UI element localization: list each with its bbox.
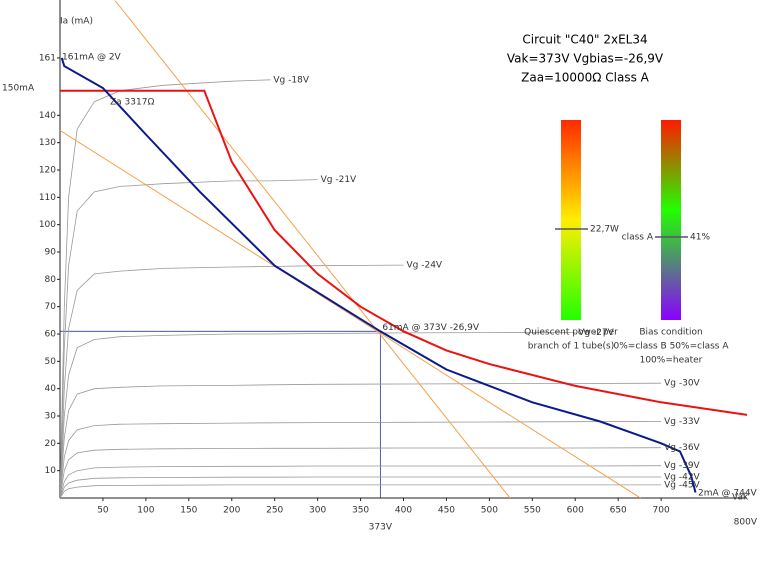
y-tick-label: 10 [45, 466, 57, 476]
bias-caption: Bias condition [639, 328, 702, 338]
x-tick-label: 350 [352, 506, 369, 516]
x-tick-label: 150 [180, 506, 197, 516]
info-line: Zaa=10000Ω Class A [521, 71, 650, 85]
annotation: 150mA [2, 84, 35, 94]
x-tick-label: 700 [653, 506, 670, 516]
bias-state: class A [622, 233, 654, 243]
series-line [60, 465, 662, 498]
series-line [60, 57, 697, 493]
series-line [60, 179, 318, 498]
series-line [60, 476, 662, 498]
curve-label: Vg -33V [664, 417, 700, 427]
series-line [60, 484, 662, 498]
operating-label: 61mA @ 373V -26,9V [382, 323, 480, 333]
y-tick-label: 70 [45, 302, 57, 312]
bias-caption: 100%=heater [640, 356, 703, 366]
power-reading: 22,7W [590, 225, 619, 235]
curve-label: Vg -30V [664, 379, 700, 389]
y-tick-label: 110 [39, 193, 56, 203]
info-line: Circuit "C40" 2xEL34 [522, 33, 647, 47]
series-line [114, 0, 511, 498]
plot-area [60, 0, 748, 498]
series-line [60, 89, 748, 416]
x-tick-label: 250 [266, 506, 283, 516]
series-line [60, 421, 662, 498]
y-tick-label: 60 [45, 330, 57, 340]
y-tick-label: 20 [45, 439, 57, 449]
y-tick-label: 40 [45, 384, 57, 394]
x-axis-label: Vak [732, 493, 749, 503]
annotation: 2mA @ 744V [698, 489, 758, 499]
series-line [60, 332, 576, 498]
y-tick-label: 50 [45, 357, 57, 367]
curve-label: Vg -42V [664, 472, 700, 482]
series-line [60, 264, 404, 498]
power-caption: branch of 1 tube(s) [528, 342, 614, 352]
info-line: Vak=373V Vgbias=-26,9V [507, 52, 664, 66]
y-tick-label: 140 [39, 111, 56, 121]
x-tick-label: 200 [223, 506, 240, 516]
series-line [60, 129, 641, 498]
curve-label: Vg -39V [664, 461, 700, 471]
x-tick-label: 400 [395, 506, 412, 516]
x-tick-label: 50 [97, 506, 109, 516]
y-tick-label: 30 [45, 412, 57, 422]
bias-reading: 41% [690, 233, 710, 243]
curve-label: Vg -18V [273, 75, 309, 85]
y-tick-label: 120 [39, 166, 56, 176]
curve-label: Vg -21V [321, 175, 357, 185]
x-tick-label: 550 [524, 506, 541, 516]
power-caption: Quiescent power per [524, 328, 618, 338]
bias-caption: 0%=class B 50%=class A [614, 342, 730, 352]
x-tick-label: 450 [438, 506, 455, 516]
operating-x-label: 373V [369, 523, 393, 533]
y-tick-label: 100 [39, 220, 56, 230]
curve-label: Vg -45V [664, 480, 700, 490]
y-tick-label: 130 [39, 138, 56, 148]
x-tick-label: 300 [309, 506, 326, 516]
y-tick-label: 90 [45, 248, 57, 258]
curve-label: Vg -36V [664, 443, 700, 453]
x-tick-label: 600 [567, 506, 584, 516]
curve-label: Vg -24V [407, 261, 443, 271]
y-tick-label: 161 [39, 53, 56, 63]
y-tick-label: 80 [45, 275, 57, 285]
annotation: 800V [734, 518, 758, 528]
series-line [60, 447, 662, 498]
annotation: Za 3317Ω [110, 98, 154, 108]
power-gauge-bar [561, 120, 581, 320]
x-tick-label: 650 [610, 506, 627, 516]
curve-label: Vg -27V [578, 328, 614, 338]
x-tick-label: 500 [481, 506, 498, 516]
y-axis-label: Ia (mA) [60, 17, 93, 27]
bias-gauge-bar [661, 120, 681, 320]
series-line [60, 79, 271, 498]
annotation: 161mA @ 2V [62, 53, 122, 63]
series-line [60, 382, 662, 498]
x-tick-label: 100 [137, 506, 154, 516]
